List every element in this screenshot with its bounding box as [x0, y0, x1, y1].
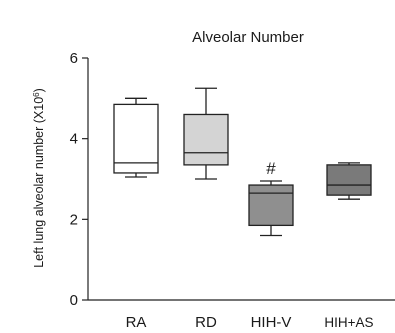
box-rd	[183, 87, 229, 180]
iqr-box	[183, 113, 229, 166]
boxes: #	[113, 87, 372, 237]
y-axis: 0 2 4 6	[70, 50, 89, 309]
x-tick-label: RD	[195, 314, 217, 331]
iqr-box	[248, 184, 294, 227]
x-tick-label: RA	[126, 314, 147, 331]
y-tick-label: 4	[70, 131, 78, 148]
x-axis: RA RD HIH-V HIH+AS	[88, 299, 395, 331]
y-axis-label: Left lung alveolar number (X106)	[32, 88, 47, 268]
y-tick-label: 6	[70, 50, 78, 67]
y-tick-label: 0	[70, 292, 78, 309]
chart-title: Alveolar Number	[192, 29, 304, 46]
x-tick-label: HIH+AS	[324, 315, 373, 330]
significance-marker: #	[266, 159, 276, 178]
x-tick-label: HIH-V	[251, 314, 292, 331]
y-axis-label-superscript: 6	[32, 92, 41, 97]
box-ra	[113, 97, 159, 178]
iqr-box	[326, 164, 372, 196]
box-hih-as	[326, 162, 372, 200]
box-hih-v: #	[248, 159, 294, 237]
y-tick-label: 2	[70, 211, 78, 228]
iqr-box	[113, 103, 159, 174]
